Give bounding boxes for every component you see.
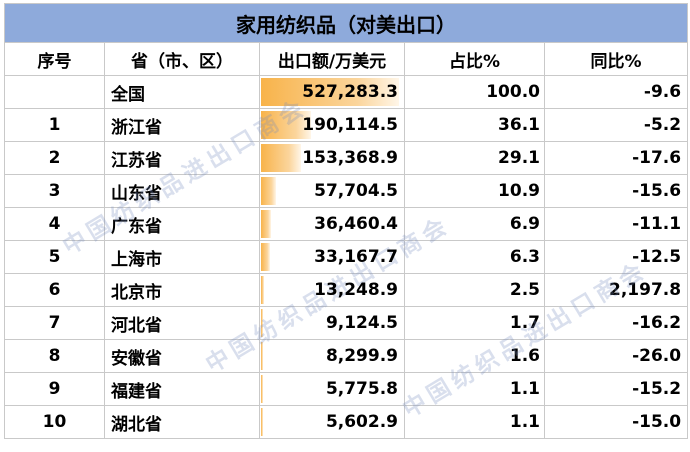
export-value-cell: 33,167.7 (259, 240, 405, 274)
yoy-cell: -26.0 (543, 339, 689, 373)
table-row: 3 山东省 57,704.5 10.9 -15.6 (4, 174, 689, 208)
province-cell: 广东省 (104, 207, 260, 241)
export-value-text: 57,704.5 (314, 181, 398, 201)
yoy-cell: -12.5 (543, 240, 689, 274)
yoy-cell: -9.6 (543, 75, 689, 109)
export-value-text: 33,167.7 (314, 247, 398, 267)
value-data-bar (261, 177, 277, 205)
rank-cell: 9 (4, 372, 105, 406)
export-value-text: 153,368.9 (302, 148, 398, 168)
export-value-text: 9,124.5 (325, 313, 398, 333)
yoy-cell: 2,197.8 (543, 273, 689, 307)
export-value-cell: 153,368.9 (259, 141, 405, 175)
header-province: 省（市、区） (104, 42, 260, 76)
table-row: 8 安徽省 8,299.9 1.6 -26.0 (4, 339, 689, 373)
export-value-cell: 527,283.3 (259, 75, 405, 109)
export-value-text: 190,114.5 (302, 115, 398, 135)
value-data-bar (261, 78, 399, 106)
province-cell: 安徽省 (104, 339, 260, 373)
share-cell: 2.5 (404, 273, 545, 307)
export-value-text: 527,283.3 (302, 82, 398, 102)
value-data-bar (261, 144, 302, 172)
table-title: 家用纺织品（对美出口） (3, 3, 689, 43)
export-value-cell: 190,114.5 (259, 108, 405, 142)
export-table: 家用纺织品（对美出口） 序号 省（市、区） 出口额/万美元 占比% 同比% 全国… (3, 3, 689, 439)
yoy-cell: -15.0 (543, 405, 689, 439)
header-export-value: 出口额/万美元 (259, 42, 405, 76)
rank-cell: 4 (4, 207, 105, 241)
rank-cell: 8 (4, 339, 105, 373)
yoy-cell: -5.2 (543, 108, 689, 142)
value-data-bar (261, 276, 265, 304)
yoy-cell: -17.6 (543, 141, 689, 175)
export-table-sheet: 家用纺织品（对美出口） 序号 省（市、区） 出口额/万美元 占比% 同比% 全国… (3, 3, 689, 447)
share-cell: 10.9 (404, 174, 545, 208)
header-share: 占比% (404, 42, 545, 76)
table-row: 7 河北省 9,124.5 1.7 -16.2 (4, 306, 689, 340)
export-value-cell: 8,299.9 (259, 339, 405, 373)
province-cell: 山东省 (104, 174, 260, 208)
rank-cell: 7 (4, 306, 105, 340)
export-value-cell: 9,124.5 (259, 306, 405, 340)
rank-cell: 2 (4, 141, 105, 175)
yoy-cell: -11.1 (543, 207, 689, 241)
share-cell: 100.0 (404, 75, 545, 109)
table-row: 1 浙江省 190,114.5 36.1 -5.2 (4, 108, 689, 142)
export-value-cell: 5,602.9 (259, 405, 405, 439)
export-value-text: 13,248.9 (314, 280, 398, 300)
header-row: 序号 省（市、区） 出口额/万美元 占比% 同比% (4, 42, 689, 76)
header-yoy: 同比% (543, 42, 689, 76)
province-cell: 全国 (104, 75, 260, 109)
province-cell: 福建省 (104, 372, 260, 406)
export-value-cell: 13,248.9 (259, 273, 405, 307)
province-cell: 江苏省 (104, 141, 260, 175)
value-data-bar (261, 243, 270, 271)
export-value-cell: 57,704.5 (259, 174, 405, 208)
province-cell: 浙江省 (104, 108, 260, 142)
rank-cell (4, 75, 105, 109)
value-data-bar (261, 210, 271, 238)
share-cell: 1.1 (404, 372, 545, 406)
rank-cell: 5 (4, 240, 105, 274)
share-cell: 6.3 (404, 240, 545, 274)
yoy-cell: -15.2 (543, 372, 689, 406)
export-value-cell: 5,775.8 (259, 372, 405, 406)
rank-cell: 1 (4, 108, 105, 142)
export-value-text: 8,299.9 (325, 346, 398, 366)
table-row: 2 江苏省 153,368.9 29.1 -17.6 (4, 141, 689, 175)
province-cell: 上海市 (104, 240, 260, 274)
share-cell: 1.1 (404, 405, 545, 439)
share-cell: 29.1 (404, 141, 545, 175)
province-cell: 河北省 (104, 306, 260, 340)
province-cell: 湖北省 (104, 405, 260, 439)
share-cell: 1.7 (404, 306, 545, 340)
value-data-bar (261, 309, 264, 337)
table-row: 全国 527,283.3 100.0 -9.6 (4, 75, 689, 109)
yoy-cell: -15.6 (543, 174, 689, 208)
header-rank: 序号 (4, 42, 105, 76)
table-row: 6 北京市 13,248.9 2.5 2,197.8 (4, 273, 689, 307)
export-value-text: 5,602.9 (325, 412, 398, 432)
value-data-bar (261, 111, 311, 139)
table-row: 9 福建省 5,775.8 1.1 -15.2 (4, 372, 689, 406)
value-data-bar (261, 408, 263, 436)
export-value-cell: 36,460.4 (259, 207, 405, 241)
province-cell: 北京市 (104, 273, 260, 307)
export-value-text: 36,460.4 (314, 214, 398, 234)
table-row: 10 湖北省 5,602.9 1.1 -15.0 (4, 405, 689, 439)
table-row: 4 广东省 36,460.4 6.9 -11.1 (4, 207, 689, 241)
export-value-text: 5,775.8 (325, 379, 398, 399)
share-cell: 6.9 (404, 207, 545, 241)
share-cell: 36.1 (404, 108, 545, 142)
value-data-bar (261, 375, 263, 403)
rank-cell: 6 (4, 273, 105, 307)
rank-cell: 3 (4, 174, 105, 208)
table-row: 5 上海市 33,167.7 6.3 -12.5 (4, 240, 689, 274)
value-data-bar (261, 342, 264, 370)
share-cell: 1.6 (404, 339, 545, 373)
rank-cell: 10 (4, 405, 105, 439)
yoy-cell: -16.2 (543, 306, 689, 340)
